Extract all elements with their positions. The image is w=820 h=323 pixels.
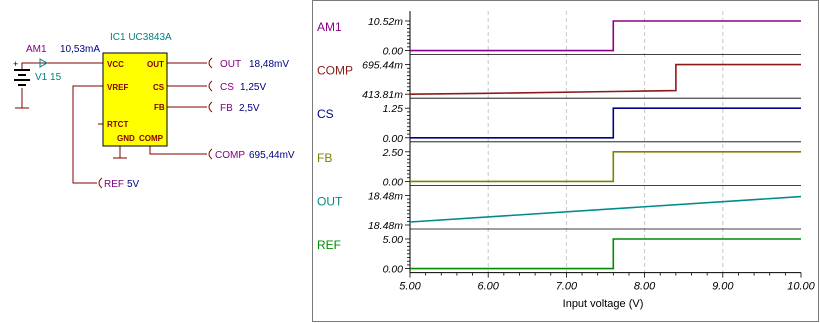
probe-out-name: OUT: [220, 59, 241, 70]
x-axis-label: Input voltage (V): [563, 298, 644, 310]
probe-ref-value: 5V: [127, 179, 140, 190]
x-tick-label: 5.00: [399, 281, 421, 293]
panel-comp: COMP 695.44m 413.81m: [317, 54, 801, 101]
y-tick-label-bottom: 18.48m: [368, 220, 403, 232]
panel-ref: REF 5.00 0.00: [317, 228, 801, 276]
y-tick-label-bottom: 0.00: [383, 133, 404, 145]
probe-ref-name: REF: [104, 179, 124, 190]
trace-am1[interactable]: [410, 20, 801, 52]
y-tick-label-bottom: 0.00: [383, 176, 404, 188]
y-tick-label-top: 18.48m: [368, 190, 403, 202]
y-tick-label-bottom: 0.00: [383, 46, 404, 58]
probe-comp-name: COMP: [215, 150, 245, 161]
ammeter-value: 10,53mA: [60, 44, 100, 55]
waveform-chart: AM1 10.52m 0.00 COMP 695.44m 413.81m CS 1.25 0.0…: [317, 11, 816, 310]
x-tick-label: 7.00: [556, 281, 578, 293]
trace-out[interactable]: [409, 195, 802, 223]
trace-cs[interactable]: [410, 107, 801, 139]
x-tick-label: 9.00: [712, 281, 734, 293]
probe-cs-icon: [208, 80, 213, 92]
probe-fb-name: FB: [220, 103, 233, 114]
y-tick-label-top: 5.00: [383, 234, 404, 246]
panel-fb: FB 2.50 0.00: [317, 141, 801, 188]
x-tick-label: 10.00: [787, 281, 815, 293]
pin-out: OUT: [147, 60, 164, 69]
pin-gnd: GND: [117, 134, 135, 143]
battery-icon: [14, 69, 30, 86]
probe-ref-icon: [98, 177, 103, 189]
ic-body[interactable]: [102, 52, 168, 147]
schematic: + VCC OUT VREF CS FB RTCT GND COMP IC1 U…: [13, 32, 295, 190]
pin-fb: FB: [154, 103, 165, 112]
y-tick-label-top: 695.44m: [362, 60, 403, 72]
probe-out-icon: [208, 57, 213, 69]
x-tick-label: 6.00: [477, 281, 499, 293]
y-tick-label-top: 1.25: [383, 103, 404, 115]
pin-rtct: RTCT: [107, 120, 128, 129]
y-tick-label-bottom: 0.00: [383, 264, 404, 276]
probe-comp-value: 695,44mV: [249, 150, 295, 161]
plot-window: AM1 10.52m 0.00 COMP 695.44m 413.81m CS 1.25 0.0…: [312, 0, 819, 322]
ic-label: IC1 UC3843A: [110, 32, 172, 43]
ammeter-arrow-icon: [39, 58, 49, 68]
probe-fb-value: 2,5V: [239, 103, 260, 114]
pin-comp: COMP: [139, 134, 164, 143]
trace-fb[interactable]: [410, 151, 801, 183]
panels: AM1 10.52m 0.00 COMP 695.44m 413.81m CS 1.25 0.0…: [317, 11, 802, 276]
probe-fb-icon: [208, 101, 213, 113]
probe-cs-name: CS: [220, 82, 234, 93]
trace-ref[interactable]: [410, 238, 801, 270]
pin-cs: CS: [153, 83, 165, 92]
source-label: V1 15: [35, 72, 62, 83]
y-tick-label-top: 2.50: [382, 147, 404, 159]
probe-comp-icon: [208, 148, 213, 160]
y-tick-label-top: 10.52m: [368, 16, 403, 28]
panel-am1: AM1 10.52m 0.00: [317, 11, 801, 58]
probe-cs-value: 1,25V: [240, 82, 266, 93]
source-plus-sign: +: [13, 59, 18, 69]
series-name-comp: COMP: [317, 64, 353, 78]
pin-vcc: VCC: [107, 60, 124, 69]
series-name-am1: AM1: [317, 20, 342, 34]
series-name-fb: FB: [317, 151, 332, 165]
x-tick-label: 8.00: [634, 281, 656, 293]
probe-out-value: 18,48mV: [249, 59, 289, 70]
trace-comp[interactable]: [409, 63, 801, 95]
panel-out: OUT 18.48m 18.48m: [317, 184, 802, 232]
x-axis: 5.00 6.00 7.00 8.00 9.00 10.00: [399, 272, 816, 293]
panel-cs: CS 1.25 0.00: [317, 97, 801, 145]
series-name-ref: REF: [317, 238, 341, 252]
series-name-cs: CS: [317, 107, 334, 121]
pin-vref: VREF: [107, 83, 128, 92]
y-tick-label-bottom: 413.81m: [362, 89, 403, 101]
series-name-out: OUT: [317, 194, 343, 208]
ammeter-label: AM1: [26, 44, 47, 55]
